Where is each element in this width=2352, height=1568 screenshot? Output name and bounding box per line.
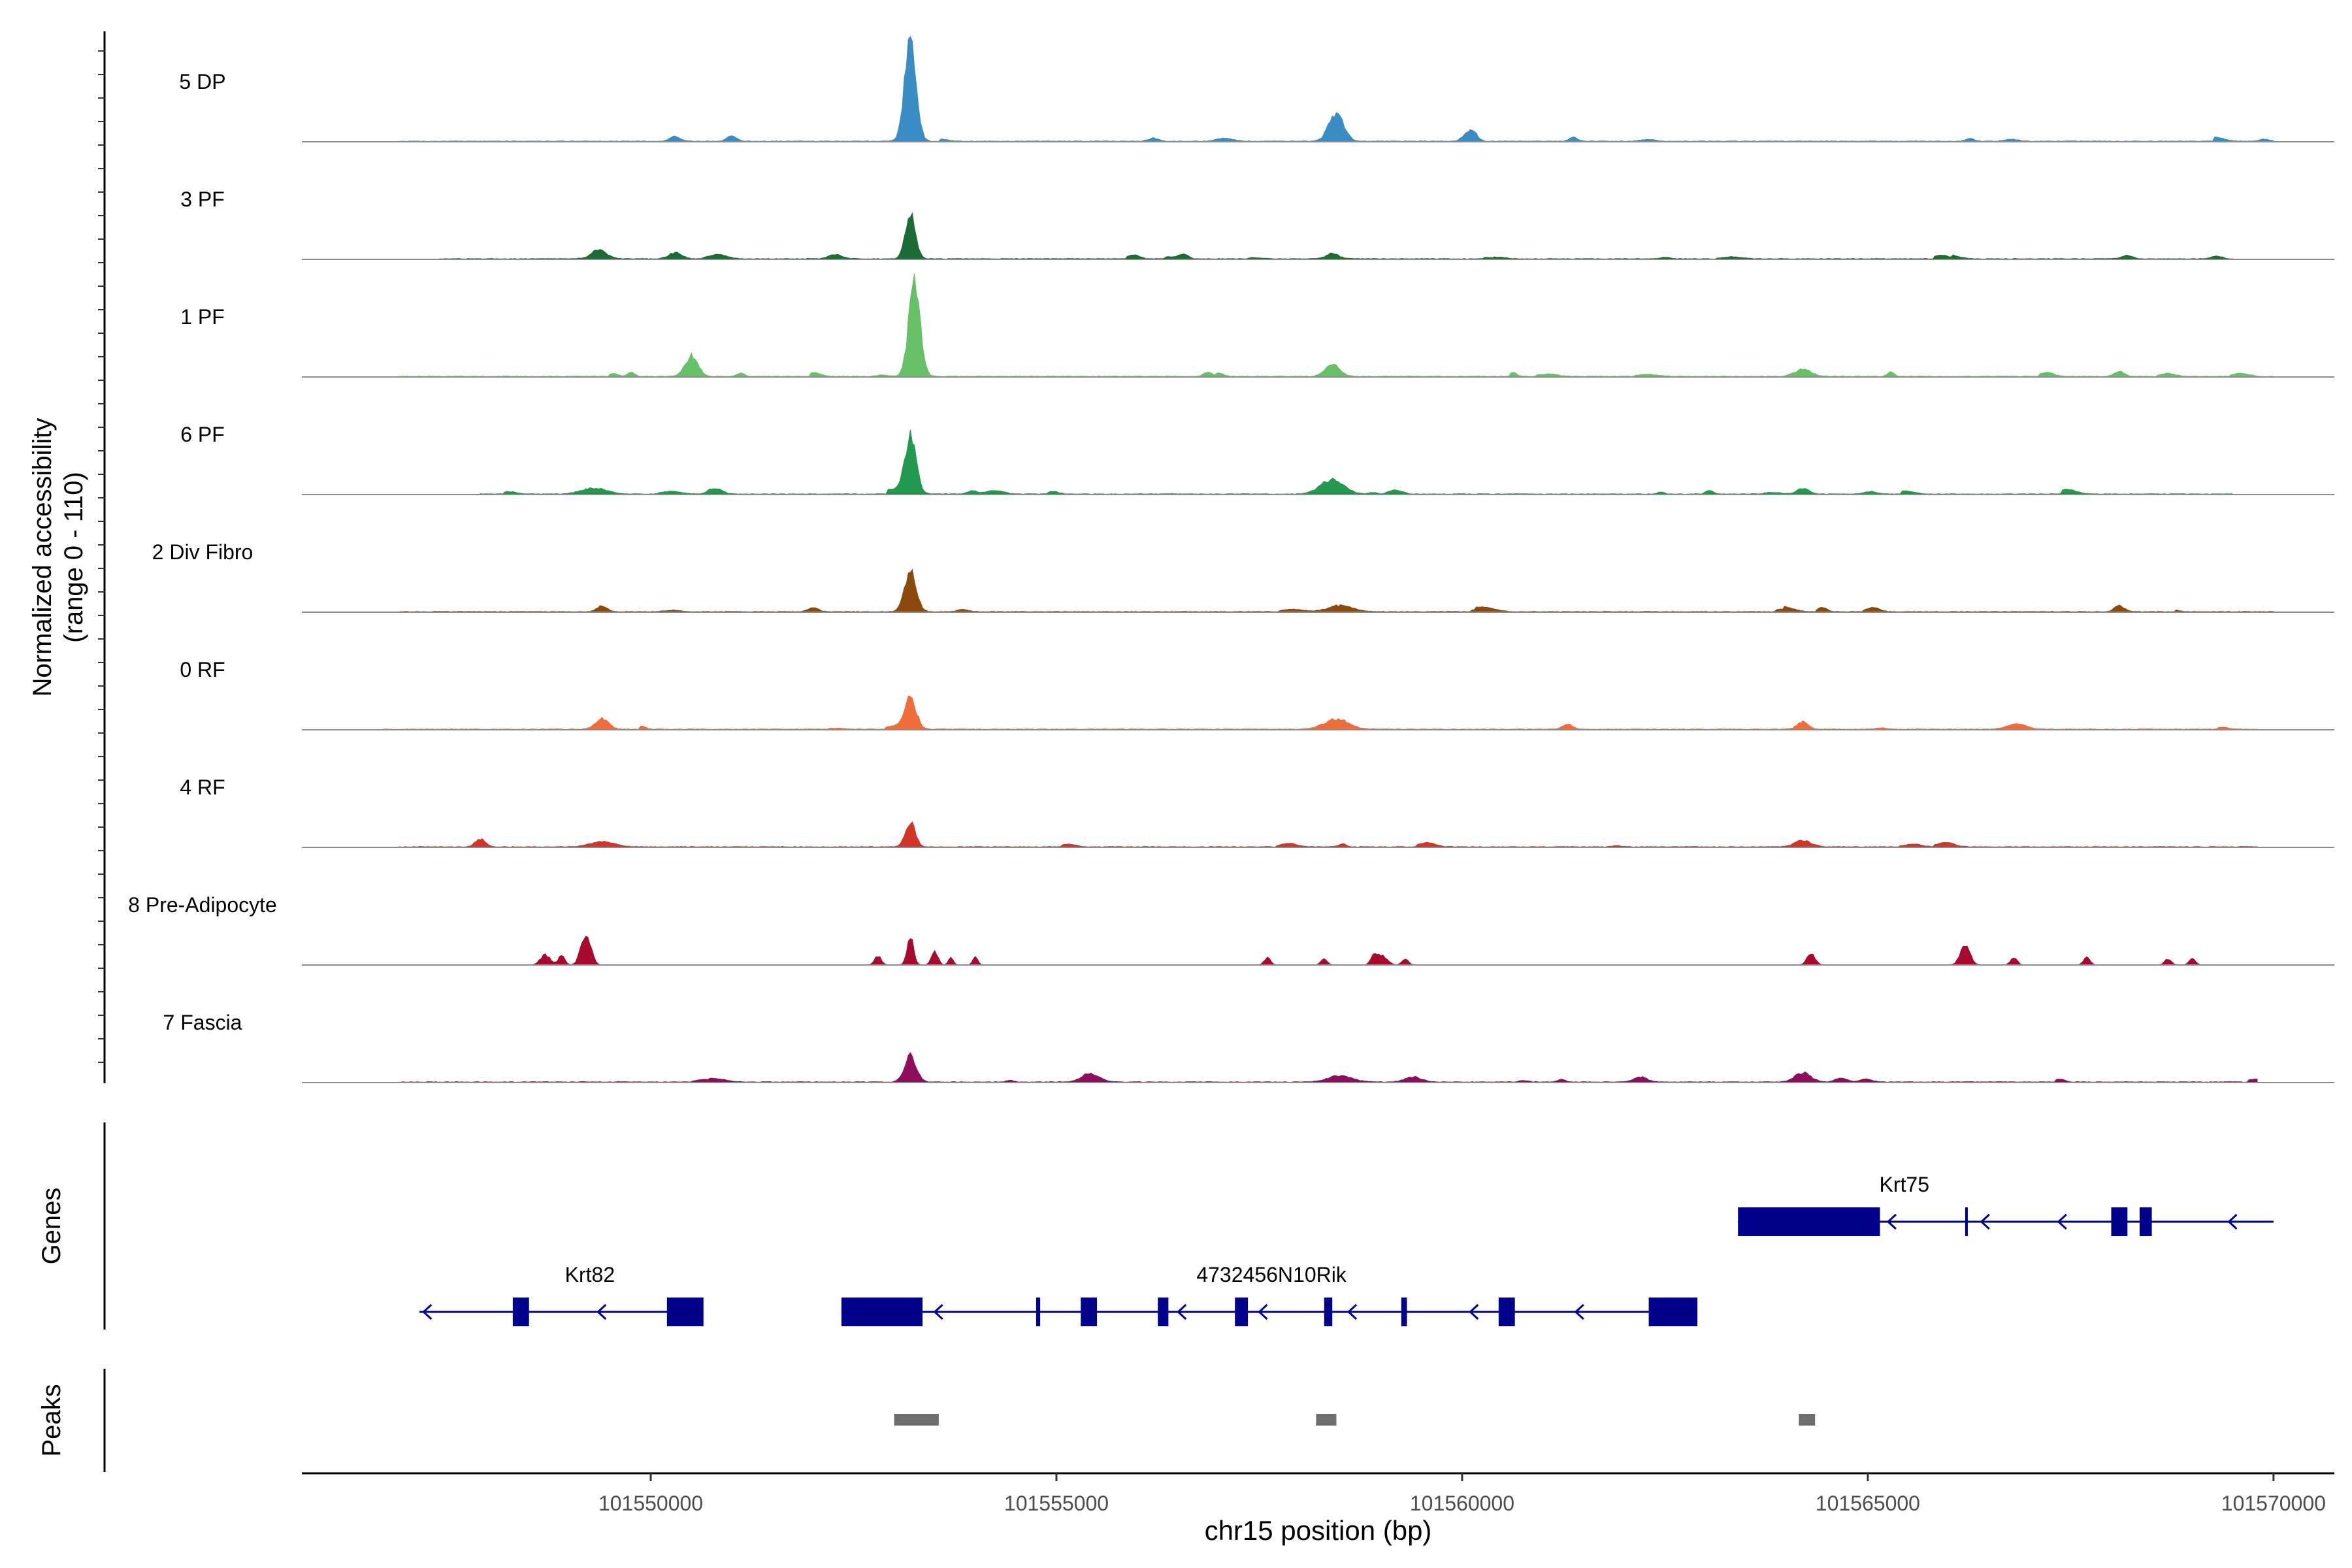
x-tick-label: 101560000	[1410, 1492, 1514, 1515]
track-label: 7 Fascia	[163, 1011, 242, 1034]
gene-exon	[2111, 1207, 2128, 1236]
strand-arrow	[1347, 1303, 1358, 1320]
gene-krt82: Krt82	[419, 1263, 704, 1326]
strand-arrow	[1258, 1303, 1268, 1320]
gene-krt75: Krt75	[1738, 1173, 2274, 1236]
gene-exon	[1036, 1298, 1041, 1326]
y-axis-label: Normalized accessibility	[28, 418, 57, 697]
track-5-dp: 5 DP	[179, 35, 2334, 142]
gene-exon	[1235, 1298, 1249, 1326]
peak-region	[1799, 1414, 1816, 1426]
left-axis: Normalized accessibility (range 0 - 110)	[28, 31, 106, 1083]
strand-arrow	[1177, 1303, 1187, 1320]
genes-panel-label: Genes	[37, 1188, 66, 1265]
track-8-pre-adipocyte: 8 Pre-Adipocyte	[128, 893, 2334, 966]
gene-exon	[1648, 1298, 1698, 1326]
strand-arrow	[1469, 1303, 1479, 1320]
strand-arrow	[933, 1303, 943, 1320]
coverage-area	[399, 936, 2257, 966]
track-label: 6 PF	[180, 423, 225, 446]
x-tick-label: 101565000	[1816, 1492, 1920, 1515]
gene-exon	[1498, 1298, 1515, 1326]
gene-label: Krt75	[1880, 1173, 1929, 1196]
accessibility-tracks: 5 DP 3 PF 1 PF 6 PF 2 Div Fibro 0 RF 4 RF 8 Pre…	[128, 35, 2334, 1083]
gene-exon	[1081, 1298, 1098, 1326]
track-0-rf: 0 RF	[180, 658, 2334, 730]
track-label: 1 PF	[180, 305, 225, 329]
coverage-area	[382, 695, 2258, 730]
peaks-panel-label: Peaks	[37, 1384, 66, 1456]
peak-region	[894, 1414, 939, 1426]
gene-exon	[841, 1298, 923, 1326]
x-tick-label: 101555000	[1004, 1492, 1109, 1515]
peaks-panel: Peaks	[37, 1369, 1816, 1472]
track-1-pf: 1 PF	[180, 273, 2334, 378]
track-4-rf: 4 RF	[180, 776, 2334, 848]
gene-exon	[1324, 1298, 1333, 1326]
strand-arrow	[422, 1303, 433, 1320]
track-2-div-fibro: 2 Div Fibro	[152, 540, 2334, 613]
gene-label: Krt82	[565, 1263, 615, 1286]
x-axis-label: chr15 position (bp)	[1205, 1515, 1432, 1546]
coverage-area	[439, 212, 2234, 260]
coverage-area	[399, 1052, 2258, 1083]
track-label: 3 PF	[180, 188, 225, 211]
coverage-area	[399, 273, 2274, 378]
peak-region	[1316, 1414, 1337, 1426]
track-7-fascia: 7 Fascia	[163, 1011, 2334, 1083]
x-axis: chr15 position (bp) 101550000 101555000 10…	[302, 1472, 2334, 1546]
gene-exon	[1965, 1207, 1968, 1236]
x-tick-label: 101550000	[598, 1492, 703, 1515]
strand-arrow	[2227, 1213, 2238, 1230]
gene-exon	[1158, 1298, 1169, 1326]
strand-arrow	[1574, 1303, 1584, 1320]
coverage-area	[399, 35, 2274, 142]
track-label: 5 DP	[179, 70, 225, 93]
track-label: 4 RF	[180, 776, 225, 799]
gene-exon	[2139, 1207, 2152, 1236]
track-label: 0 RF	[180, 658, 225, 681]
strand-arrow	[596, 1303, 607, 1320]
gene-exon	[1401, 1298, 1407, 1326]
coverage-area	[480, 429, 2234, 495]
track-label: 8 Pre-Adipocyte	[128, 893, 277, 917]
track-6-pf: 6 PF	[180, 423, 2334, 495]
y-axis-label-range: (range 0 - 110)	[59, 472, 88, 643]
gene-exon	[666, 1298, 704, 1326]
gene-exon	[512, 1298, 529, 1326]
gene-exon	[1738, 1207, 1880, 1236]
strand-arrow	[1886, 1213, 1897, 1230]
strand-arrow	[1980, 1213, 1990, 1230]
gene-4732456n10rik: 4732456N10Rik	[841, 1263, 1698, 1326]
track-label: 2 Div Fibro	[152, 540, 253, 564]
gene-label: 4732456N10Rik	[1196, 1263, 1347, 1286]
track-3-pf: 3 PF	[180, 188, 2334, 260]
strand-arrow	[2057, 1213, 2067, 1230]
genes-panel: Genes Krt82 4732456N10Rik Krt75	[37, 1122, 2274, 1330]
coverage-area	[399, 821, 2258, 848]
coverage-area	[399, 568, 2274, 613]
x-tick-label: 101570000	[2221, 1492, 2326, 1515]
